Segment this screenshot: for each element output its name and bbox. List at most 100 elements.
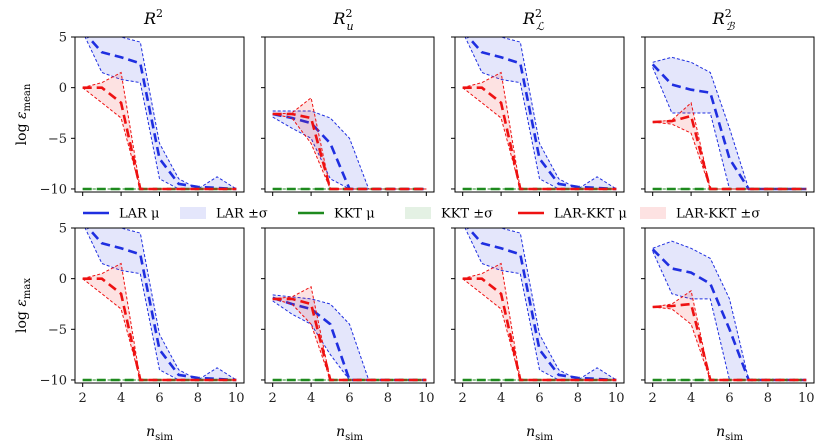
lar-mean-line <box>466 37 617 191</box>
y-tick-label: −10 <box>40 182 67 197</box>
x-tick-label: 2 <box>79 391 87 406</box>
lar-kkt-mean-line <box>652 302 807 382</box>
x-tick-label: 8 <box>764 391 772 406</box>
lar-kkt-mean-line <box>82 86 237 191</box>
column-title: R2 u <box>332 7 353 33</box>
plot-area <box>272 286 427 382</box>
subplot-r0-c0: 5 0 −5 −10 <box>40 31 245 197</box>
x-axis-label: nsim <box>716 424 743 443</box>
lar-kkt-mean-line <box>462 277 617 382</box>
legend-entry: LAR ±σ <box>180 207 268 222</box>
lar-band <box>85 37 237 189</box>
legend-band-swatch <box>405 207 431 219</box>
column-title: R2 <box>143 7 163 28</box>
x-tick-label: 4 <box>307 391 315 406</box>
lar-kkt-band <box>652 290 807 380</box>
y-tick-label: 5 <box>59 31 67 46</box>
plot-area <box>272 96 427 191</box>
subplot-r1-c2: 2 4 6 8 10 <box>451 227 625 406</box>
x-tick-label: 4 <box>497 391 505 406</box>
legend-entry: KKT μ <box>298 207 375 222</box>
lar-kkt-band <box>272 97 427 189</box>
lar-band <box>272 294 427 380</box>
x-tick-label: 6 <box>155 391 163 406</box>
lar-kkt-band <box>652 102 807 189</box>
lar-upper-bound <box>496 37 617 190</box>
legend-label: LAR μ <box>119 207 159 222</box>
legend-entry: LAR μ <box>83 207 159 222</box>
x-tick-label: 6 <box>345 391 353 406</box>
lar-band <box>465 37 617 189</box>
plot-area <box>82 228 237 382</box>
legend-label: KKT μ <box>334 207 375 222</box>
x-tick-label: 6 <box>725 391 733 406</box>
lar-mean-line <box>86 228 237 382</box>
lar-band <box>85 228 237 380</box>
x-tick-label: 8 <box>194 391 202 406</box>
lar-mean-line <box>86 37 237 191</box>
lar-kkt-mean-line <box>272 297 427 382</box>
y-tick-label: 0 <box>59 272 67 287</box>
x-tick-label: 4 <box>117 391 125 406</box>
lar-kkt-upper-bound <box>652 289 807 381</box>
plot-area <box>82 37 237 191</box>
lar-kkt-mean-line <box>272 112 427 191</box>
legend-entry: KKT ±σ <box>405 207 493 222</box>
subplot-r1-c1: 2 4 6 8 10 <box>261 227 435 406</box>
x-tick-label: 10 <box>418 391 435 406</box>
legend-entry: LAR-KKT ±σ <box>640 207 760 222</box>
lar-kkt-lower-bound <box>652 121 807 190</box>
lar-upper-bound <box>116 37 237 190</box>
x-tick-label: 2 <box>459 391 467 406</box>
y-axis-label: log εmean <box>14 83 33 145</box>
legend-label: LAR-KKT μ <box>554 207 627 222</box>
y-tick-label: 0 <box>59 81 67 96</box>
plot-area <box>651 240 807 382</box>
legend-band-swatch <box>180 207 206 219</box>
legend: LAR μ LAR ±σ KKT μ KKT ±σ LAR-KKT μ LAR-KKT ±… <box>83 207 760 222</box>
column-title: R2 ℬ <box>712 7 736 33</box>
lar-kkt-lower-bound <box>652 306 807 381</box>
legend-label: KKT ±σ <box>441 207 493 222</box>
y-tick-label: −5 <box>48 132 67 147</box>
x-tick-label: 2 <box>269 391 277 406</box>
subplot-r1-c0: 5 0 −5 −10 2 4 6 8 10 <box>40 222 245 407</box>
legend-band-swatch <box>640 207 666 219</box>
y-axis-label: log εmax <box>14 278 33 333</box>
x-axis-label: nsim <box>526 424 553 443</box>
y-tick-label: 5 <box>59 222 67 237</box>
legend-label: LAR-KKT ±σ <box>676 207 760 222</box>
lar-band <box>272 111 427 189</box>
lar-kkt-band <box>272 286 427 380</box>
x-tick-label: 10 <box>608 391 625 406</box>
lar-upper-bound <box>496 228 617 381</box>
legend-entry: LAR-KKT μ <box>518 207 627 222</box>
subplot-r1-c3: 2 4 6 8 10 <box>641 227 815 406</box>
column-title: R2 ℒ <box>522 7 545 33</box>
x-axis-label: nsim <box>146 424 173 443</box>
x-tick-label: 4 <box>687 391 695 406</box>
plot-area <box>462 37 617 191</box>
legend-label: LAR ±σ <box>216 207 268 222</box>
x-tick-label: 6 <box>535 391 543 406</box>
lar-band <box>652 241 807 380</box>
x-tick-label: 8 <box>384 391 392 406</box>
subplot-r0-c2 <box>451 36 625 196</box>
y-tick-label: −10 <box>40 373 67 388</box>
x-tick-label: 2 <box>649 391 657 406</box>
plot-area <box>462 228 617 382</box>
subplot-r0-c1 <box>261 36 435 196</box>
subplot-r0-c3 <box>641 36 815 196</box>
lar-upper-bound <box>116 228 237 381</box>
lar-kkt-mean-line <box>652 114 807 191</box>
lar-kkt-mean-line <box>82 277 237 382</box>
lar-kkt-mean-line <box>462 86 617 191</box>
x-axis-label: nsim <box>336 424 363 443</box>
plot-area <box>651 56 807 191</box>
x-tick-label: 10 <box>228 391 245 406</box>
y-tick-label: −5 <box>48 323 67 338</box>
x-tick-label: 10 <box>798 391 815 406</box>
lar-mean-line <box>466 228 617 382</box>
lar-band <box>465 228 617 380</box>
